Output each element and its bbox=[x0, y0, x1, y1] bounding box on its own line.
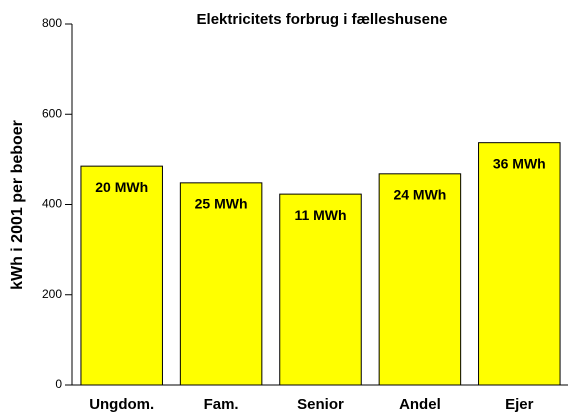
bar-annotation: 20 MWh bbox=[95, 179, 148, 195]
bar bbox=[179, 182, 263, 386]
x-tick-label: Ejer bbox=[505, 396, 534, 413]
bar bbox=[378, 173, 462, 386]
y-tick-label: 400 bbox=[42, 197, 62, 211]
bar bbox=[279, 193, 362, 386]
y-axis-label: kWh i 2001 per beboer bbox=[9, 120, 26, 290]
chart-title: Elektricitets forbrug i fælleshusene bbox=[197, 11, 448, 28]
bar-annotation: 24 MWh bbox=[393, 187, 446, 203]
bar-annotation: 11 MWh bbox=[294, 207, 346, 223]
bar-annotation: 36 MWh bbox=[493, 155, 546, 171]
x-tick-label: Fam. bbox=[204, 396, 239, 413]
y-tick-label: 600 bbox=[42, 106, 62, 120]
bar bbox=[478, 142, 561, 386]
y-tick-label: 0 bbox=[55, 377, 62, 391]
y-tick-label: 800 bbox=[42, 16, 62, 30]
bar bbox=[80, 165, 163, 386]
x-tick-label: Andel bbox=[399, 396, 441, 413]
bar-annotation: 25 MWh bbox=[195, 196, 248, 212]
x-tick-label: Senior bbox=[297, 396, 344, 413]
y-tick-label: 200 bbox=[42, 287, 62, 301]
x-tick-label: Ungdom. bbox=[89, 396, 154, 413]
